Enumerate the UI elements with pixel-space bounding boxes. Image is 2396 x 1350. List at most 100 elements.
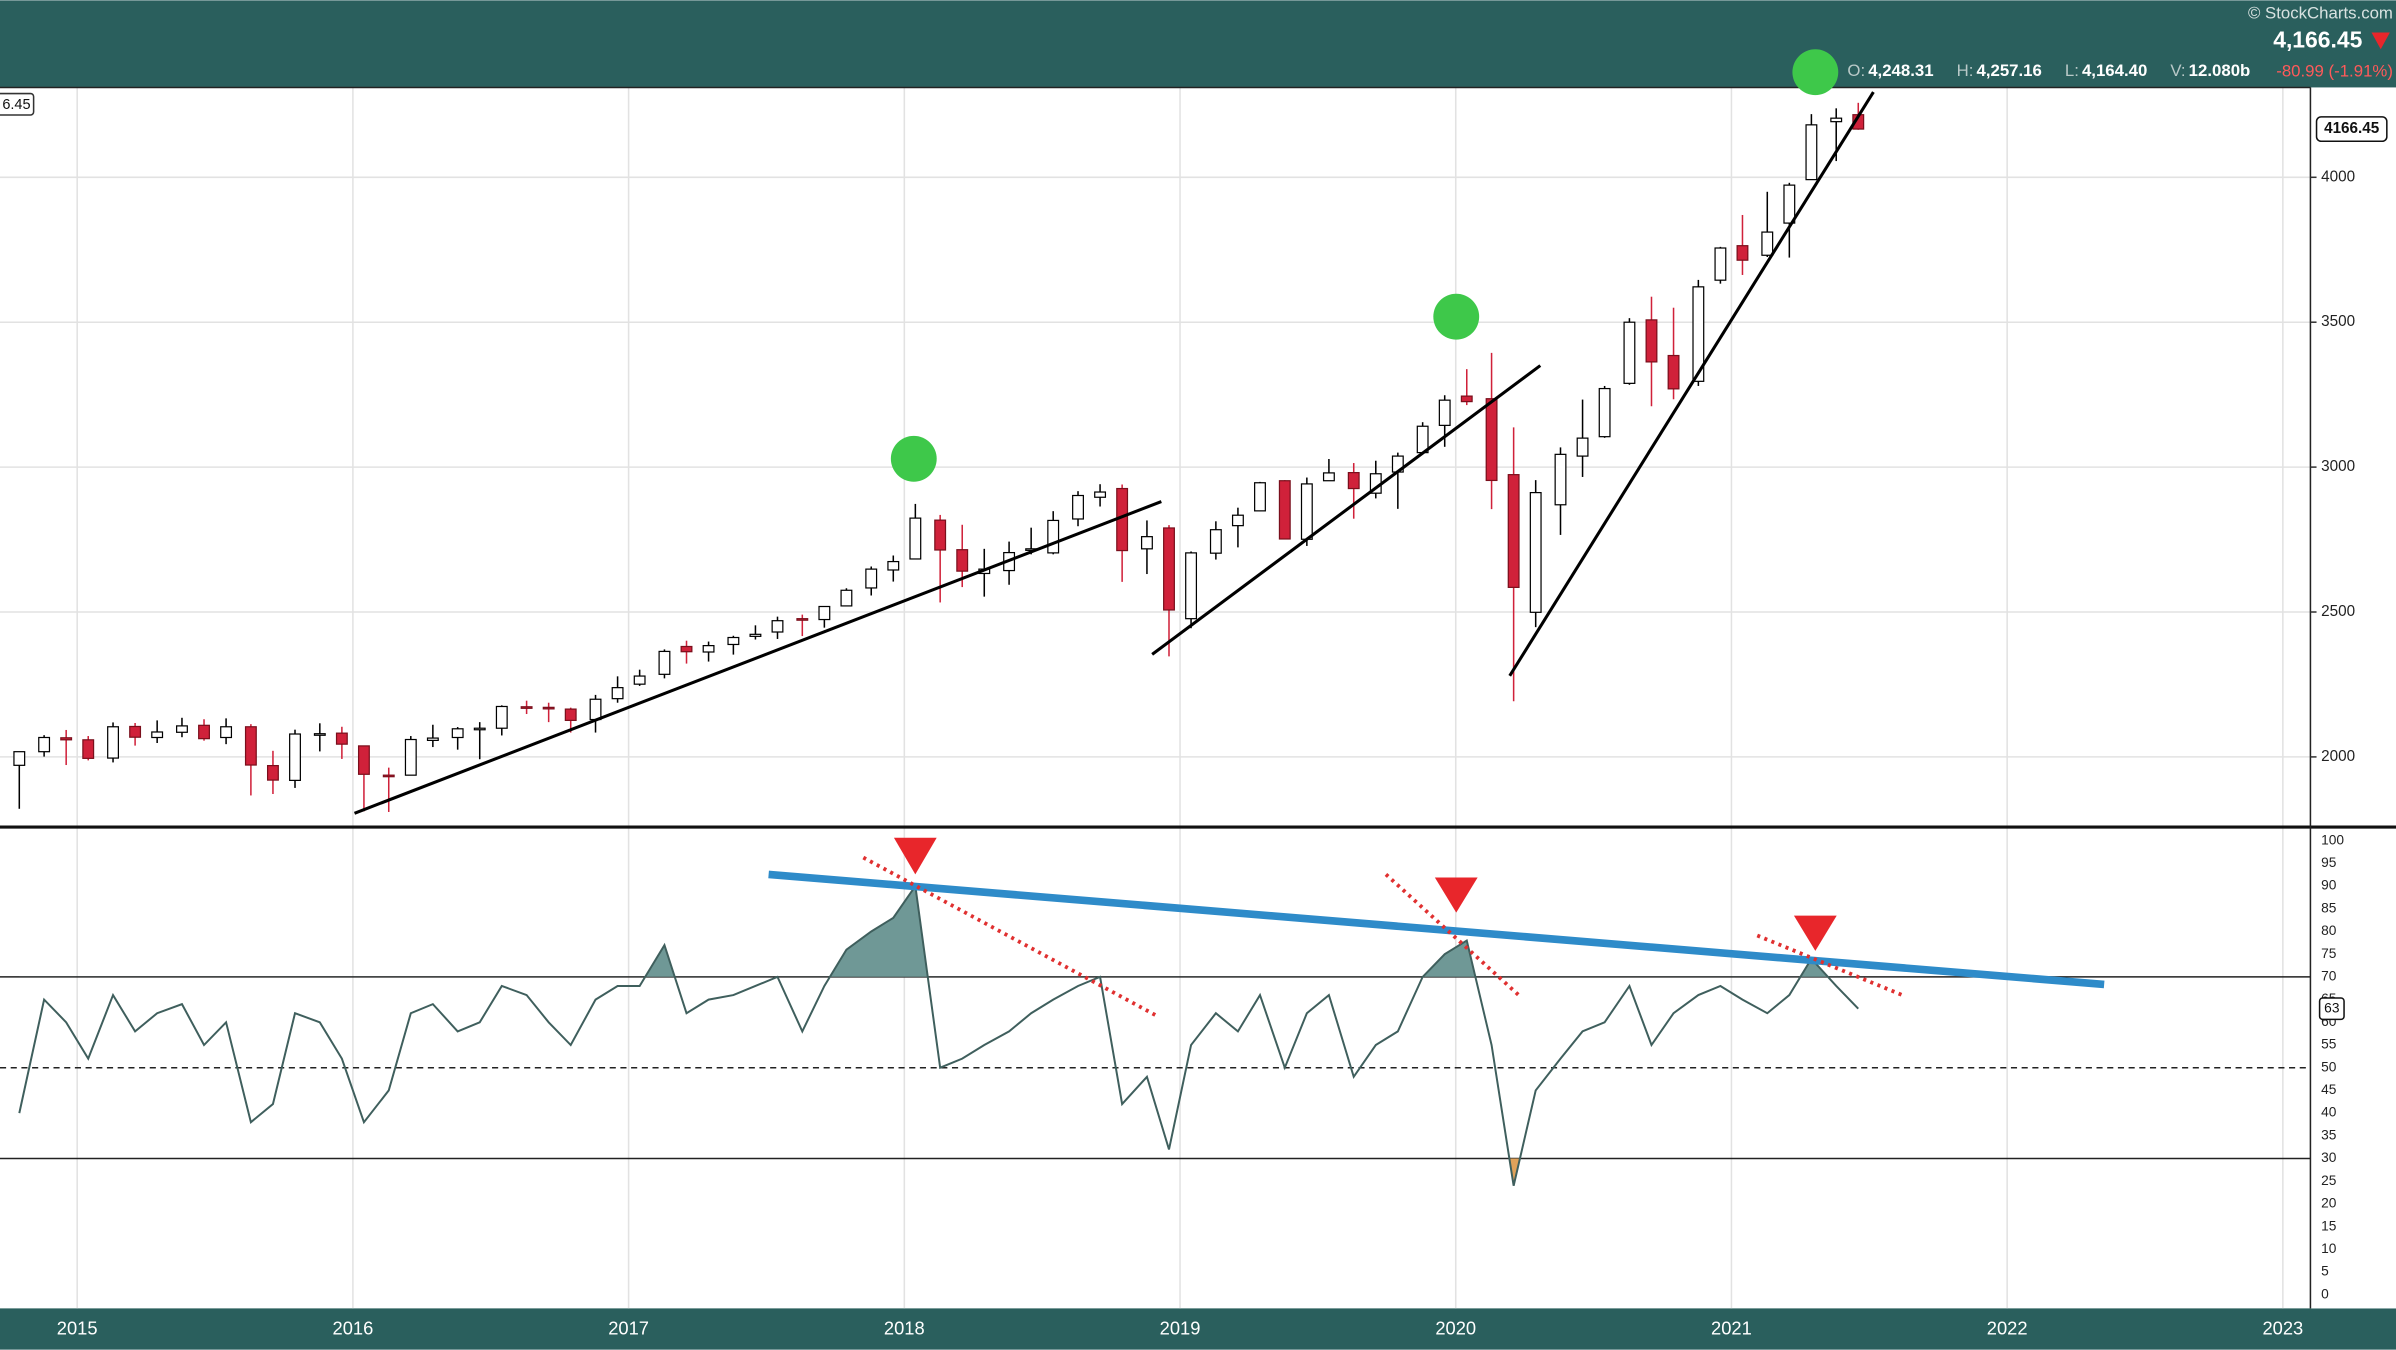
y-tick-label: 80 bbox=[2321, 923, 2337, 938]
candle-body bbox=[1231, 514, 1244, 527]
edge-label-box bbox=[0, 92, 35, 116]
candle-body bbox=[1438, 399, 1451, 426]
marks bbox=[13, 102, 1865, 1186]
y-tick-label: 5 bbox=[2321, 1264, 2329, 1279]
trendline bbox=[353, 500, 1162, 815]
y-tick-label: 10 bbox=[2321, 1241, 2337, 1256]
candle-body bbox=[1645, 319, 1658, 363]
x-tick-label: 2020 bbox=[1435, 1318, 1476, 1339]
candle-body bbox=[266, 764, 279, 781]
candle-body bbox=[1783, 184, 1796, 224]
y-tick-label: 30 bbox=[2321, 1150, 2337, 1165]
candle-body bbox=[289, 733, 301, 781]
candle-body bbox=[771, 620, 784, 633]
candle-body bbox=[796, 618, 809, 621]
y-tick-label: 20 bbox=[2321, 1196, 2337, 1211]
candle-body bbox=[1460, 395, 1473, 403]
candle-body bbox=[956, 549, 969, 572]
candle-body bbox=[520, 706, 533, 709]
ohlcv-value: 4,257.16 bbox=[1976, 62, 2041, 81]
candle-body bbox=[107, 726, 119, 759]
candle-body bbox=[1692, 286, 1705, 382]
overbought-fill bbox=[19, 886, 1859, 977]
candle-body bbox=[633, 675, 646, 685]
y-tick-label: 3000 bbox=[2321, 458, 2355, 475]
divergence-line bbox=[862, 855, 1157, 1017]
candle-body bbox=[680, 645, 693, 653]
candle-body bbox=[1185, 552, 1198, 620]
candle-body bbox=[1047, 519, 1060, 554]
candle-body bbox=[1667, 354, 1680, 390]
candle-body bbox=[1278, 480, 1291, 540]
ohlcv-label: H: bbox=[1957, 62, 1974, 81]
candle-body bbox=[702, 645, 715, 653]
candle-body bbox=[611, 687, 624, 700]
candle-body bbox=[589, 698, 602, 721]
candle-body bbox=[82, 739, 95, 759]
candle-body bbox=[495, 705, 508, 729]
y-tick-label: 40 bbox=[2321, 1105, 2337, 1120]
y-tick-label: 75 bbox=[2321, 946, 2337, 961]
candle-body bbox=[198, 724, 210, 740]
ohlcv: O: 4,248.31 H: 4,257.16 L: 4,164.40 V: 12.08… bbox=[1847, 62, 2250, 81]
candle-body bbox=[473, 727, 486, 731]
y-tick-label: 85 bbox=[2321, 900, 2337, 915]
y-tick-label: 70 bbox=[2321, 969, 2337, 984]
candle-body bbox=[727, 636, 740, 646]
candle-body bbox=[934, 519, 947, 551]
last-price: 4,166.45 bbox=[2273, 27, 2362, 53]
candle-body bbox=[1209, 529, 1222, 554]
header-bar bbox=[0, 0, 2396, 88]
y-tick-label: 2000 bbox=[2321, 748, 2355, 765]
candle-body bbox=[335, 732, 348, 745]
sell-marker bbox=[1434, 877, 1478, 913]
peak-marker bbox=[1433, 293, 1480, 340]
y-tick-label: 90 bbox=[2321, 878, 2337, 893]
last-value-box bbox=[2318, 997, 2345, 1021]
x-tick-label: 2015 bbox=[57, 1318, 98, 1339]
candle-body bbox=[404, 738, 417, 776]
candle-body bbox=[1598, 387, 1611, 438]
annotations bbox=[353, 49, 2105, 1017]
y-tick-label: 50 bbox=[2321, 1059, 2337, 1074]
y-tick-label: 25 bbox=[2321, 1173, 2337, 1188]
candle-body bbox=[658, 650, 671, 675]
last-value-box bbox=[2315, 116, 2388, 143]
candle-body bbox=[887, 560, 900, 571]
rsi-trendline bbox=[768, 870, 2105, 989]
candle-body bbox=[749, 633, 762, 637]
y-tick-label: 2500 bbox=[2321, 603, 2355, 620]
candle-body bbox=[818, 605, 831, 621]
candle-body bbox=[1507, 474, 1520, 588]
candle-body bbox=[1761, 231, 1774, 256]
candle-body bbox=[1254, 482, 1266, 512]
oversold-fill bbox=[19, 1158, 1859, 1186]
sell-marker bbox=[893, 837, 937, 875]
trendline bbox=[1508, 91, 1875, 677]
y-axis-area bbox=[2310, 87, 2396, 1309]
ohlcv-label: L: bbox=[2065, 62, 2079, 81]
peak-marker bbox=[890, 435, 937, 482]
x-axis-bar bbox=[0, 1308, 2396, 1350]
ohlcv-value: 4,248.31 bbox=[1868, 62, 1933, 81]
ohlcv-value: 4,164.40 bbox=[2082, 62, 2147, 81]
x-tick-label: 2018 bbox=[884, 1318, 925, 1339]
candle-body bbox=[865, 568, 878, 589]
y-tick-label: 55 bbox=[2321, 1037, 2337, 1052]
last-value-label: 4166.45 bbox=[2324, 120, 2380, 137]
x-tick-label: 2019 bbox=[1160, 1318, 1201, 1339]
candle-body bbox=[1529, 491, 1542, 613]
candle-body bbox=[151, 731, 164, 739]
candle-body bbox=[1554, 453, 1567, 506]
candle-body bbox=[542, 706, 555, 710]
candle-body bbox=[1094, 491, 1107, 498]
y-tick-label: 3500 bbox=[2321, 313, 2355, 330]
candle-body bbox=[313, 733, 326, 736]
rsi-line bbox=[18, 883, 1859, 1186]
sell-marker bbox=[1793, 915, 1837, 951]
candle-body bbox=[129, 725, 142, 738]
y-tick-label: 45 bbox=[2321, 1082, 2337, 1097]
y-tick-label: 95 bbox=[2321, 855, 2337, 870]
candle-body bbox=[244, 726, 257, 766]
candle-body bbox=[1485, 398, 1498, 482]
